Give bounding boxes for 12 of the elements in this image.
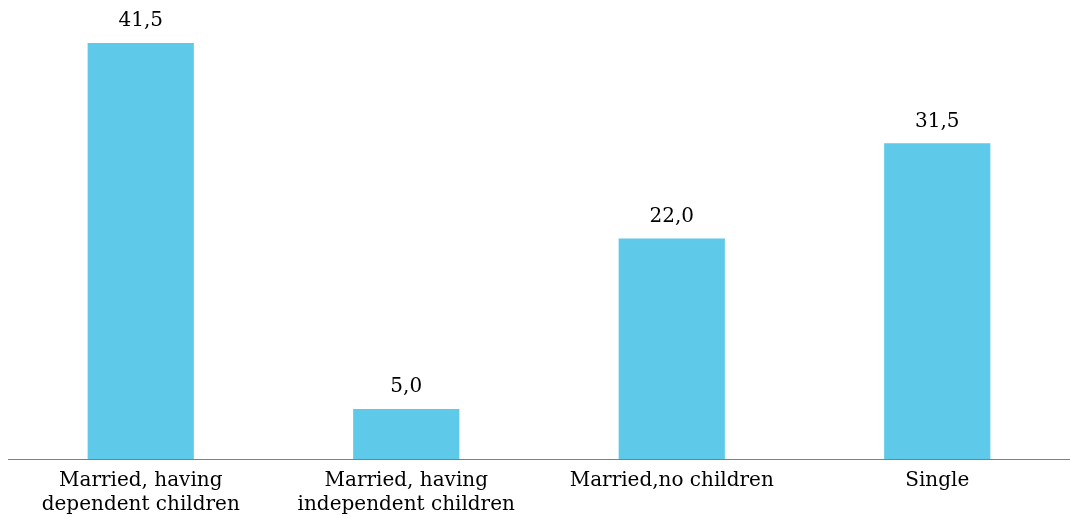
x-tick-label: Single [905, 467, 970, 492]
x-tick-label: Married,no children [569, 467, 774, 492]
data-label: 5,0 [390, 373, 423, 398]
data-label: 22,0 [649, 202, 695, 227]
data-label: 31,5 [914, 107, 960, 132]
bar [353, 408, 460, 459]
bar [618, 238, 725, 459]
bar [884, 143, 991, 459]
data-label: 41,5 [118, 7, 164, 32]
bar [87, 43, 194, 459]
x-tick-label: Married, having dependent children [41, 467, 240, 516]
x-tick-label: Married, having independent children [297, 467, 516, 516]
